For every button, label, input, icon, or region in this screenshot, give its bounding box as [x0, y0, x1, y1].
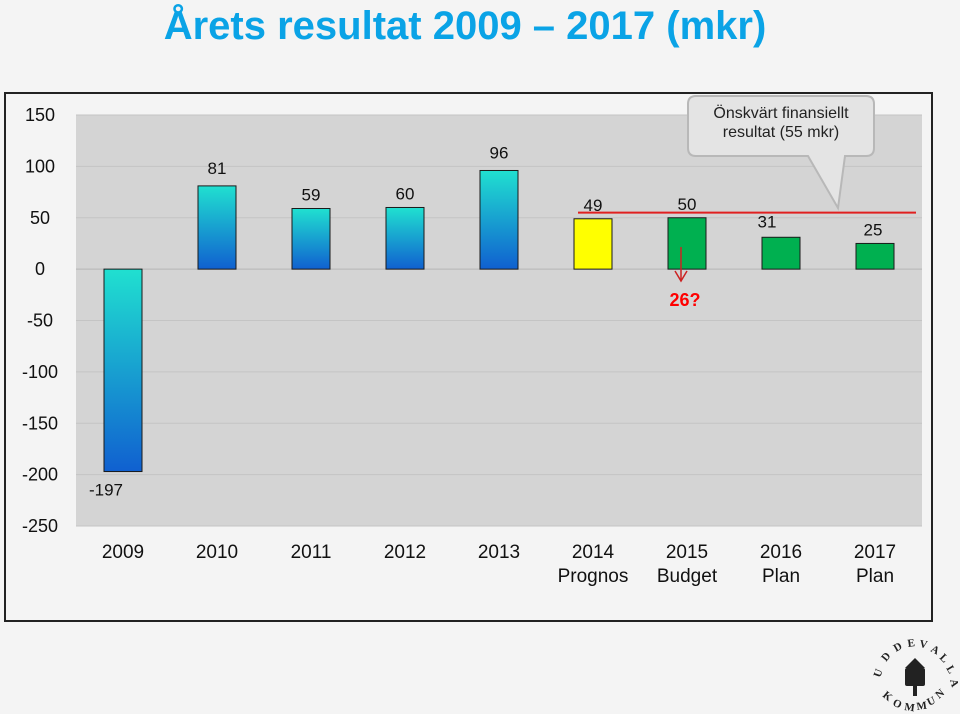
chart-title: Årets resultat 2009 – 2017 (mkr) — [163, 4, 767, 48]
data-label: 60 — [396, 184, 415, 203]
x-tick-label: 2013 — [478, 542, 520, 563]
svg-text:O: O — [891, 697, 904, 712]
x-tick-sublabel: Budget — [657, 566, 718, 587]
y-tick-label: -250 — [22, 516, 58, 536]
svg-text:A: A — [929, 643, 942, 657]
data-label: 31 — [758, 212, 777, 231]
data-label: 49 — [584, 196, 603, 215]
x-tick-label: 2012 — [384, 542, 426, 563]
y-tick-label: 100 — [25, 156, 55, 176]
bar-2016 — [761, 236, 801, 270]
data-label: 96 — [490, 143, 509, 162]
down-arrow-head — [674, 270, 688, 283]
svg-text:U: U — [925, 694, 937, 708]
x-tick-sublabel: Prognos — [558, 566, 629, 587]
data-label: 59 — [302, 186, 321, 205]
data-label: 25 — [864, 220, 883, 239]
x-tick-label: 2014 — [572, 542, 615, 563]
y-tick-label: 0 — [35, 259, 45, 279]
svg-text:E: E — [907, 638, 916, 650]
svg-text:M: M — [916, 700, 929, 712]
y-tick-label: 50 — [30, 208, 50, 228]
svg-text:D: D — [892, 640, 905, 654]
x-tick-label: 2010 — [196, 542, 238, 563]
x-tick-label: 2016 — [760, 542, 802, 563]
callout-bubble — [687, 95, 875, 212]
annotations: Önskvärt finansiellt resultat (55 mkr) 26? — [578, 95, 916, 310]
y-tick-label: -50 — [27, 311, 53, 331]
svg-text:V: V — [918, 638, 928, 651]
data-label: 50 — [678, 195, 697, 214]
bar-2013 — [479, 169, 519, 270]
svg-text:L: L — [943, 664, 957, 676]
bar-2010 — [197, 185, 237, 270]
x-tick-sublabel: Plan — [856, 566, 894, 587]
data-label: -197 — [89, 481, 123, 500]
y-tick-label: -200 — [22, 465, 58, 485]
bar-2015 — [667, 217, 707, 270]
bar-2017 — [855, 242, 895, 270]
y-axis-ticks: 150 100 50 0 -50 -100 -150 -200 -250 — [22, 105, 58, 536]
x-tick-label: 2011 — [291, 542, 332, 563]
x-tick-sublabel: Plan — [762, 566, 800, 587]
x-tick-label: 2015 — [666, 542, 708, 563]
x-axis-labels: 2009 2010 2011 2012 2013 2014 Prognos 2015 Budge… — [102, 542, 896, 587]
x-tick-label: 2017 — [854, 542, 896, 563]
bars — [103, 169, 895, 473]
svg-text:M: M — [904, 701, 917, 712]
svg-text:L: L — [937, 652, 951, 666]
data-label: 81 — [208, 159, 227, 178]
svg-text:A: A — [947, 678, 958, 689]
bar-2009 — [103, 268, 143, 473]
svg-text:U: U — [872, 667, 886, 679]
y-tick-label: -100 — [22, 362, 58, 382]
bar-2011 — [291, 208, 331, 270]
x-tick-label: 2009 — [102, 542, 144, 563]
bar-2014 — [573, 218, 613, 270]
annotation-label: 26? — [669, 290, 700, 310]
uddevalla-logo: U D D E V A L L A K O M M U N — [872, 638, 958, 712]
callout-text-line2: resultat (55 mkr) — [723, 124, 839, 141]
y-tick-label: 150 — [25, 105, 55, 125]
y-tick-label: -150 — [22, 413, 58, 433]
callout-text-line1: Önskvärt finansiellt — [713, 104, 849, 122]
data-labels: -197 81 59 60 96 49 50 31 25 — [89, 143, 882, 499]
bar-2012 — [385, 206, 425, 270]
svg-text:N: N — [933, 687, 947, 701]
svg-text:D: D — [879, 650, 893, 664]
